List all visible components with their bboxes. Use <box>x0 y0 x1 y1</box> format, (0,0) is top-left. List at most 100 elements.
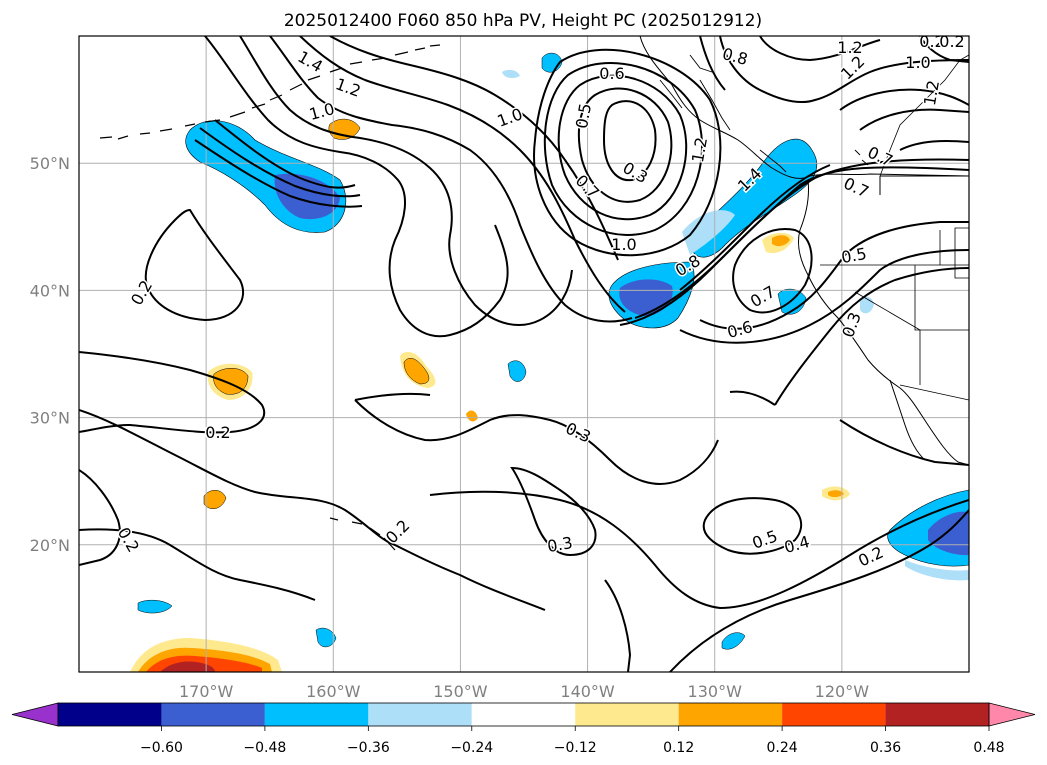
lon-tick-label: 140°W <box>560 682 615 701</box>
us-states-3 <box>854 291 921 385</box>
us-states-2 <box>914 265 969 331</box>
colorbar-extend-left <box>11 702 59 727</box>
lon-tick-label: 170°W <box>179 682 234 701</box>
coastlines <box>99 36 969 551</box>
colorbar-tick-label: −0.12 <box>554 740 597 756</box>
contour-02-west <box>144 208 245 322</box>
contour-label: 0.2 <box>918 32 946 53</box>
contour-04-arc <box>429 490 969 610</box>
svg-text:1.2: 1.2 <box>920 79 943 107</box>
contour-nw-5 <box>329 36 619 261</box>
contour-label: 1.2 <box>918 77 944 108</box>
map-frame <box>78 35 970 673</box>
neg-anomaly-small-3 <box>507 360 527 382</box>
pos-anomaly-3-core <box>403 358 430 385</box>
lon-tick-label: 160°W <box>306 682 361 701</box>
pos-anomaly-sw-max <box>160 661 215 672</box>
contour-05-ring <box>702 497 803 555</box>
svg-text:1.2: 1.2 <box>837 38 862 57</box>
lat-tick-label: 30°N <box>30 409 70 428</box>
lon-tick-label: 120°W <box>815 682 870 701</box>
pv-anomaly-shading <box>130 52 969 672</box>
neg-anomaly-small-6 <box>137 599 173 614</box>
contour-label: 1.2 <box>836 37 864 59</box>
us-states-5 <box>954 227 969 279</box>
colorbar-segment <box>161 703 265 726</box>
colorbar-tick-label: −0.36 <box>347 740 390 756</box>
lon-tick-label: 150°W <box>433 682 488 701</box>
pos-anomaly-4 <box>203 490 227 510</box>
contour-02-sw <box>79 469 121 566</box>
contour-label: 0.2 <box>204 422 232 444</box>
colorbar-tick-label: 0.12 <box>663 740 694 756</box>
us-west-coast <box>797 179 969 466</box>
lat-tick-label: 40°N <box>30 281 70 300</box>
contour-ne-6 <box>919 36 969 63</box>
svg-text:1.2: 1.2 <box>688 136 711 164</box>
svg-text:1.0: 1.0 <box>905 53 930 72</box>
pos-anomaly-5 <box>466 410 478 422</box>
contour-label: 0.6 <box>598 63 626 85</box>
contour-03-south <box>510 466 597 557</box>
contour-coast-3 <box>774 267 969 406</box>
contour-ne-5 <box>859 108 969 131</box>
pos-anomaly-7-core <box>828 490 844 498</box>
map-panel: 1.41.21.0 1.00.60.50.20.30.71.00.80.81.21… <box>78 32 970 673</box>
contour-02-sw-2 <box>79 528 316 601</box>
lat-tick-label: 50°N <box>30 154 70 173</box>
longitude-ticks: 170°W 160°W 150°W 140°W 130°W 120°W <box>179 682 869 701</box>
colorbar-extend-right <box>988 702 1036 727</box>
hawaii <box>329 517 396 551</box>
contour-jet-3 <box>194 139 363 208</box>
colorbar-tick-label: −0.60 <box>140 740 183 756</box>
contour-coast-ring <box>732 228 813 314</box>
contour-label: 1.0 <box>904 52 932 74</box>
neg-anomaly-small-2 <box>502 69 520 79</box>
colorbar-segment <box>471 703 576 726</box>
neg-anomaly-pnw-light <box>682 210 735 255</box>
canada-states <box>879 54 969 177</box>
latitude-ticks: 50°N 40°N 30°N 20°N <box>30 154 70 555</box>
contour-ne-4 <box>839 88 969 111</box>
lat-tick-label: 20°N <box>30 536 70 555</box>
contour-pnw-3 <box>679 164 831 291</box>
contour-low-0 <box>602 100 657 182</box>
colorbar-segment <box>678 703 783 726</box>
contour-03-se-arc <box>839 419 969 466</box>
svg-text:0.2: 0.2 <box>919 32 944 51</box>
contour-nw-3 <box>269 36 633 323</box>
baja-coast <box>889 379 926 461</box>
pos-anomaly-6-core <box>772 235 790 247</box>
colorbar-frame <box>57 702 990 727</box>
alaska-panhandle <box>659 54 731 131</box>
vancouver-island <box>759 149 787 173</box>
colorbar-segment <box>368 703 472 726</box>
canada-border <box>879 175 969 195</box>
contour-ne-2 <box>699 36 726 91</box>
contour-coast-1 <box>699 221 969 330</box>
colorbar-tick-label: 0.36 <box>870 740 901 756</box>
contour-02-se-2 <box>604 579 632 672</box>
contour-02-mid <box>79 351 265 434</box>
aleutians <box>99 44 441 140</box>
contour-label: 1.2 <box>686 134 712 165</box>
svg-text:0.2: 0.2 <box>939 32 964 51</box>
colorbar-segment <box>782 703 886 726</box>
svg-text:0.2: 0.2 <box>205 423 230 442</box>
colorbar-tick-label: 0.48 <box>973 740 1004 756</box>
svg-text:1.0: 1.0 <box>611 235 636 254</box>
colorbar-segment <box>885 703 989 726</box>
contour-ne-7 <box>899 139 969 151</box>
gridlines <box>79 36 969 672</box>
contour-coast-2 <box>679 249 969 344</box>
colorbar-segment <box>575 703 679 726</box>
us-states-4 <box>899 384 969 401</box>
pv-contours <box>79 36 969 672</box>
contour-02-se <box>669 509 969 672</box>
contour-03-ring <box>354 392 431 401</box>
contour-low-4 <box>533 48 722 257</box>
contour-jet-1 <box>214 119 356 189</box>
colorbar-segment <box>58 703 162 726</box>
contour-ne-1 <box>719 36 969 103</box>
